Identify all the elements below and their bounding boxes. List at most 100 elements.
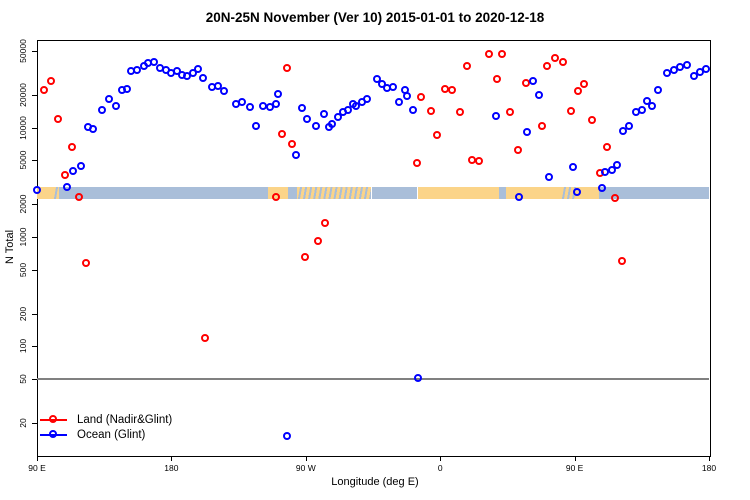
data-point-land	[602, 142, 611, 151]
data-point-land	[314, 236, 323, 245]
data-point-land	[579, 79, 588, 88]
data-point-land	[288, 140, 297, 149]
x-tick-label: 180	[701, 463, 717, 473]
data-point-ocean	[303, 114, 312, 123]
map-strip-segment-ocean	[59, 187, 268, 199]
y-tick	[32, 204, 37, 206]
data-point-land	[301, 253, 310, 262]
data-point-ocean	[133, 65, 142, 74]
data-point-land	[448, 86, 457, 95]
data-point-land	[521, 79, 530, 88]
data-point-land	[542, 61, 551, 70]
data-point-ocean	[514, 192, 523, 201]
data-point-land	[67, 142, 76, 151]
y-tick	[32, 423, 37, 424]
map-strip-segment-mixed	[52, 187, 60, 199]
map-strip-segment-mixed	[561, 187, 577, 199]
data-point-land	[201, 333, 210, 342]
data-point-ocean	[76, 161, 85, 170]
data-point-ocean	[352, 101, 361, 110]
data-point-ocean	[68, 167, 77, 176]
data-point-ocean	[214, 81, 223, 90]
map-strip-segment-land	[576, 187, 600, 199]
y-tick	[32, 237, 37, 238]
data-point-land	[74, 192, 83, 201]
y-tick-label: 50	[18, 374, 28, 385]
data-point-land	[550, 53, 559, 62]
y-tick	[32, 160, 37, 162]
data-point-land	[60, 171, 69, 180]
data-point-ocean	[89, 125, 98, 134]
data-point-land	[513, 145, 522, 154]
data-point-land	[441, 85, 450, 94]
map-strip-segment-land	[417, 187, 500, 199]
data-point-land	[278, 130, 287, 139]
data-point-ocean	[395, 97, 404, 106]
data-point-land	[617, 256, 626, 265]
y-tick-label: 20	[18, 418, 28, 428]
data-point-land	[573, 87, 582, 96]
legend-land-ring	[49, 415, 57, 423]
y-tick-label: 2000	[18, 194, 28, 214]
reference-line-n50	[37, 378, 709, 381]
y-tick	[32, 269, 37, 271]
y-tick-label: 1000	[18, 227, 28, 247]
data-point-land	[321, 219, 330, 228]
data-point-ocean	[389, 82, 398, 91]
data-point-land	[474, 157, 483, 166]
x-tick	[574, 456, 576, 461]
data-point-ocean	[98, 105, 107, 114]
data-point-land	[416, 93, 425, 102]
data-point-ocean	[572, 187, 581, 196]
data-point-land	[426, 106, 435, 115]
data-point-ocean	[647, 101, 656, 110]
data-point-ocean	[624, 122, 633, 131]
data-point-ocean	[675, 62, 684, 71]
data-point-land	[432, 131, 441, 140]
data-point-ocean	[689, 71, 698, 80]
data-point-ocean	[544, 173, 553, 182]
data-point-ocean	[528, 77, 537, 86]
data-point-ocean	[312, 122, 321, 131]
data-point-ocean	[701, 64, 710, 73]
data-point-land	[46, 77, 55, 86]
data-point-ocean	[378, 79, 387, 88]
map-strip-segment-ocean	[371, 187, 418, 199]
data-point-land	[413, 158, 422, 167]
data-point-ocean	[150, 57, 159, 66]
y-tick-label: 10000	[18, 115, 28, 140]
data-point-ocean	[32, 185, 41, 194]
x-tick	[171, 456, 173, 461]
map-strip-segment-ocean	[499, 187, 507, 199]
data-point-ocean	[373, 75, 382, 84]
data-point-ocean	[618, 127, 627, 136]
data-point-ocean	[612, 161, 621, 170]
data-point-ocean	[194, 65, 203, 74]
chart-title: 20N-25N November (Ver 10) 2015-01-01 to …	[205, 10, 545, 25]
data-point-land	[39, 86, 48, 95]
data-point-ocean	[568, 163, 577, 172]
data-point-land	[492, 75, 501, 84]
data-point-ocean	[653, 86, 662, 95]
x-tick-label: 90 E	[28, 463, 46, 473]
data-point-ocean	[334, 112, 343, 121]
data-point-land	[587, 115, 596, 124]
legend-ocean-ring	[49, 430, 57, 438]
data-point-ocean	[413, 374, 422, 383]
data-point-ocean	[199, 74, 208, 83]
data-point-ocean	[238, 98, 247, 107]
y-tick	[32, 94, 37, 96]
y-tick	[32, 346, 37, 348]
data-point-land	[537, 122, 546, 131]
data-point-ocean	[403, 92, 412, 101]
y-tick-label: 100	[18, 339, 28, 354]
y-tick-label: 20000	[18, 82, 28, 107]
x-tick	[440, 456, 442, 461]
plot-area-border	[37, 40, 711, 457]
data-point-ocean	[112, 101, 121, 110]
data-point-land	[81, 259, 90, 268]
data-point-ocean	[522, 128, 531, 137]
data-point-ocean	[272, 100, 281, 109]
data-point-land	[558, 57, 567, 66]
